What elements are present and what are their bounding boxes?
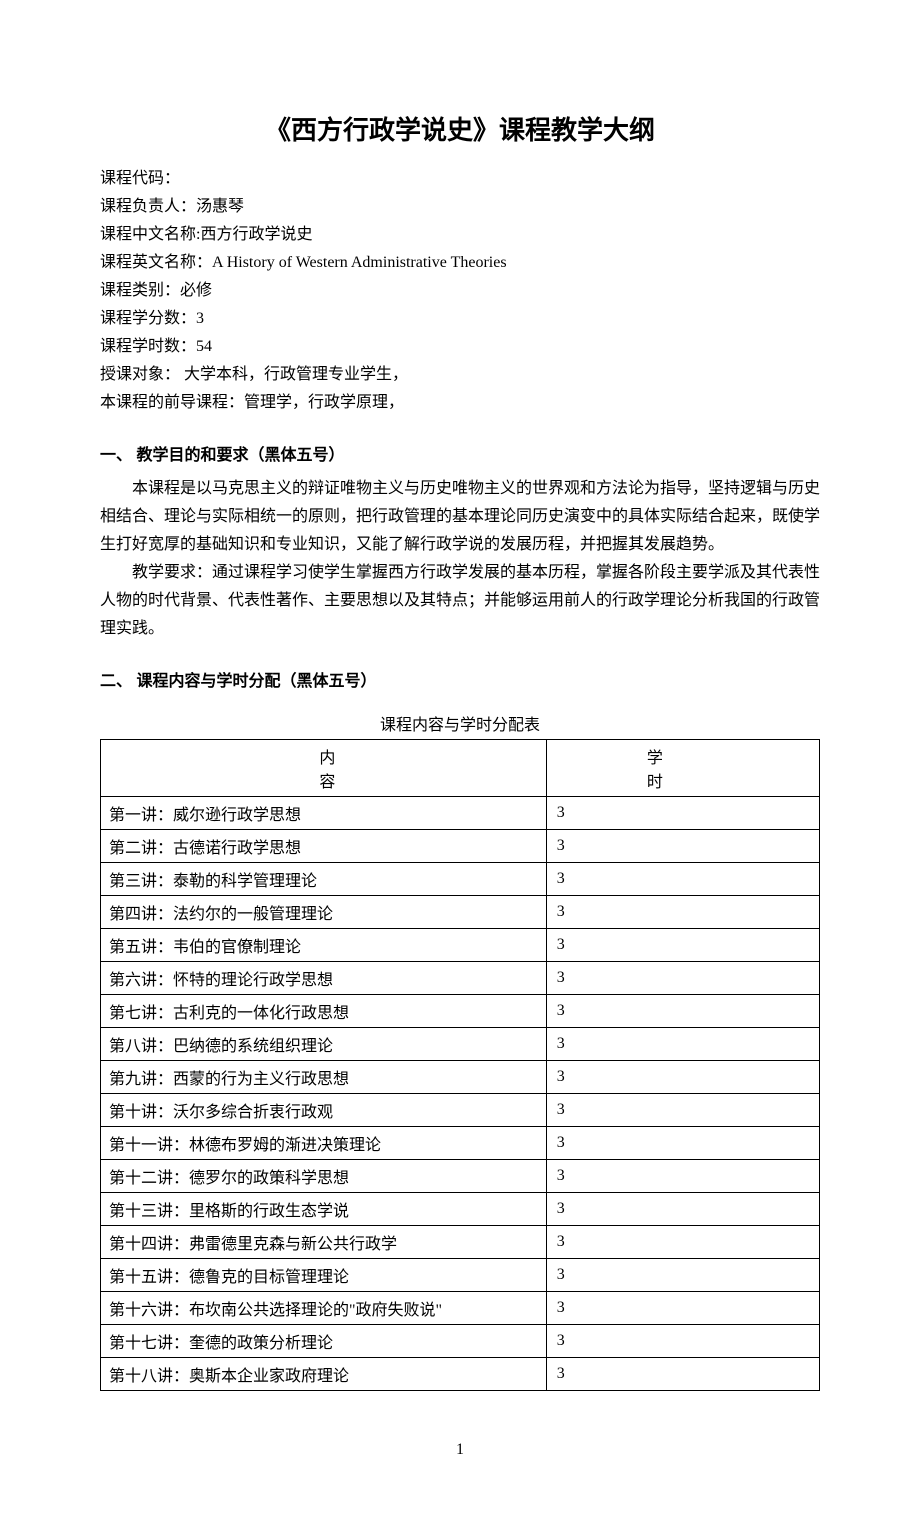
lecture-hours: 3 <box>546 1094 819 1127</box>
lecture-content: 第十三讲：里格斯的行政生态学说 <box>101 1193 547 1226</box>
lecture-hours: 3 <box>546 1028 819 1061</box>
lecture-hours: 3 <box>546 1127 819 1160</box>
header-content: 内容 <box>101 740 547 797</box>
table-row: 第八讲：巴纳德的系统组织理论3 <box>101 1028 820 1061</box>
value: A History of Western Administrative Theo… <box>212 254 507 271</box>
lecture-hours: 3 <box>546 896 819 929</box>
section-1-para-1: 本课程是以马克思主义的辩证唯物主义与历史唯物主义的世界观和方法论为指导，坚持逻辑… <box>100 475 820 559</box>
lecture-hours: 3 <box>546 1259 819 1292</box>
course-hours: 课程学时数：54 <box>100 333 820 361</box>
course-owner: 课程负责人：汤惠琴 <box>100 193 820 221</box>
lecture-hours: 3 <box>546 863 819 896</box>
table-row: 第十三讲：里格斯的行政生态学说3 <box>101 1193 820 1226</box>
lecture-content: 第一讲：威尔逊行政学思想 <box>101 797 547 830</box>
table-row: 第五讲：韦伯的官僚制理论3 <box>101 929 820 962</box>
course-en-name: 课程英文名称：A History of Western Administrati… <box>100 249 820 277</box>
value: 西方行政学说史 <box>200 226 312 243</box>
page-number: 1 <box>100 1441 820 1459</box>
table-row: 第十一讲：林德布罗姆的渐进决策理论3 <box>101 1127 820 1160</box>
label: 课程负责人： <box>100 198 196 215</box>
course-metadata-block: 课程代码： 课程负责人：汤惠琴 课程中文名称:西方行政学说史 课程英文名称：A … <box>100 165 820 417</box>
value: 管理学，行政学原理， <box>244 394 404 411</box>
lecture-hours: 3 <box>546 1061 819 1094</box>
course-prereq: 本课程的前导课程：管理学，行政学原理， <box>100 389 820 417</box>
lecture-content: 第十五讲：德鲁克的目标管理理论 <box>101 1259 547 1292</box>
document-title: 《西方行政学说史》课程教学大纲 <box>100 110 820 147</box>
table-row: 第十讲：沃尔多综合折衷行政观3 <box>101 1094 820 1127</box>
course-audience: 授课对象： 大学本科，行政管理专业学生， <box>100 361 820 389</box>
label: 课程学时数： <box>100 338 196 355</box>
table-row: 第七讲：古利克的一体化行政思想3 <box>101 995 820 1028</box>
lecture-hours: 3 <box>546 1292 819 1325</box>
lecture-hours: 3 <box>546 929 819 962</box>
section-1-heading: 一、 教学目的和要求（黑体五号） <box>100 441 820 465</box>
lecture-hours: 3 <box>546 797 819 830</box>
schedule-table: 内容 学时 第一讲：威尔逊行政学思想3第二讲：古德诺行政学思想3第三讲：泰勒的科… <box>100 739 820 1391</box>
value: 汤惠琴 <box>196 198 244 215</box>
value: 大学本科，行政管理专业学生， <box>180 366 408 383</box>
lecture-content: 第三讲：泰勒的科学管理理论 <box>101 863 547 896</box>
table-row: 第四讲：法约尔的一般管理理论3 <box>101 896 820 929</box>
lecture-content: 第十四讲：弗雷德里克森与新公共行政学 <box>101 1226 547 1259</box>
table-row: 第十七讲：奎德的政策分析理论3 <box>101 1325 820 1358</box>
lecture-content: 第十八讲：奥斯本企业家政府理论 <box>101 1358 547 1391</box>
header-hours: 学时 <box>546 740 819 797</box>
table-row: 第十六讲：布坎南公共选择理论的"政府失败说"3 <box>101 1292 820 1325</box>
label: 课程英文名称： <box>100 254 212 271</box>
label: 课程中文名称: <box>100 226 200 243</box>
value: 3 <box>196 310 204 327</box>
course-category: 课程类别：必修 <box>100 277 820 305</box>
lecture-content: 第六讲：怀特的理论行政学思想 <box>101 962 547 995</box>
table-row: 第一讲：威尔逊行政学思想3 <box>101 797 820 830</box>
lecture-hours: 3 <box>546 1358 819 1391</box>
lecture-content: 第九讲：西蒙的行为主义行政思想 <box>101 1061 547 1094</box>
lecture-hours: 3 <box>546 995 819 1028</box>
table-row: 第十八讲：奥斯本企业家政府理论3 <box>101 1358 820 1391</box>
section-2-heading: 二、 课程内容与学时分配（黑体五号） <box>100 667 820 691</box>
label: 课程代码： <box>100 170 180 187</box>
document-page: 《西方行政学说史》课程教学大纲 课程代码： 课程负责人：汤惠琴 课程中文名称:西… <box>0 0 920 1519</box>
value: 54 <box>196 338 212 355</box>
table-header-row: 内容 学时 <box>101 740 820 797</box>
lecture-hours: 3 <box>546 1226 819 1259</box>
label: 课程类别： <box>100 282 180 299</box>
lecture-content: 第十六讲：布坎南公共选择理论的"政府失败说" <box>101 1292 547 1325</box>
value: 必修 <box>180 282 212 299</box>
course-cn-name: 课程中文名称:西方行政学说史 <box>100 221 820 249</box>
lecture-hours: 3 <box>546 962 819 995</box>
table-row: 第九讲：西蒙的行为主义行政思想3 <box>101 1061 820 1094</box>
schedule-table-caption: 课程内容与学时分配表 <box>100 711 820 735</box>
course-code: 课程代码： <box>100 165 820 193</box>
lecture-hours: 3 <box>546 1193 819 1226</box>
lecture-content: 第十讲：沃尔多综合折衷行政观 <box>101 1094 547 1127</box>
lecture-content: 第八讲：巴纳德的系统组织理论 <box>101 1028 547 1061</box>
table-row: 第十五讲：德鲁克的目标管理理论3 <box>101 1259 820 1292</box>
lecture-content: 第四讲：法约尔的一般管理理论 <box>101 896 547 929</box>
table-row: 第六讲：怀特的理论行政学思想3 <box>101 962 820 995</box>
section-1-para-2: 教学要求：通过课程学习使学生掌握西方行政学发展的基本历程，掌握各阶段主要学派及其… <box>100 559 820 643</box>
lecture-hours: 3 <box>546 830 819 863</box>
label: 本课程的前导课程： <box>100 394 244 411</box>
table-row: 第三讲：泰勒的科学管理理论3 <box>101 863 820 896</box>
lecture-hours: 3 <box>546 1160 819 1193</box>
course-credits: 课程学分数：3 <box>100 305 820 333</box>
table-row: 第十二讲：德罗尔的政策科学思想3 <box>101 1160 820 1193</box>
table-row: 第十四讲：弗雷德里克森与新公共行政学3 <box>101 1226 820 1259</box>
lecture-content: 第十一讲：林德布罗姆的渐进决策理论 <box>101 1127 547 1160</box>
lecture-content: 第十二讲：德罗尔的政策科学思想 <box>101 1160 547 1193</box>
label: 授课对象： <box>100 366 180 383</box>
lecture-content: 第二讲：古德诺行政学思想 <box>101 830 547 863</box>
table-row: 第二讲：古德诺行政学思想3 <box>101 830 820 863</box>
lecture-content: 第十七讲：奎德的政策分析理论 <box>101 1325 547 1358</box>
lecture-content: 第五讲：韦伯的官僚制理论 <box>101 929 547 962</box>
lecture-hours: 3 <box>546 1325 819 1358</box>
label: 课程学分数： <box>100 310 196 327</box>
lecture-content: 第七讲：古利克的一体化行政思想 <box>101 995 547 1028</box>
